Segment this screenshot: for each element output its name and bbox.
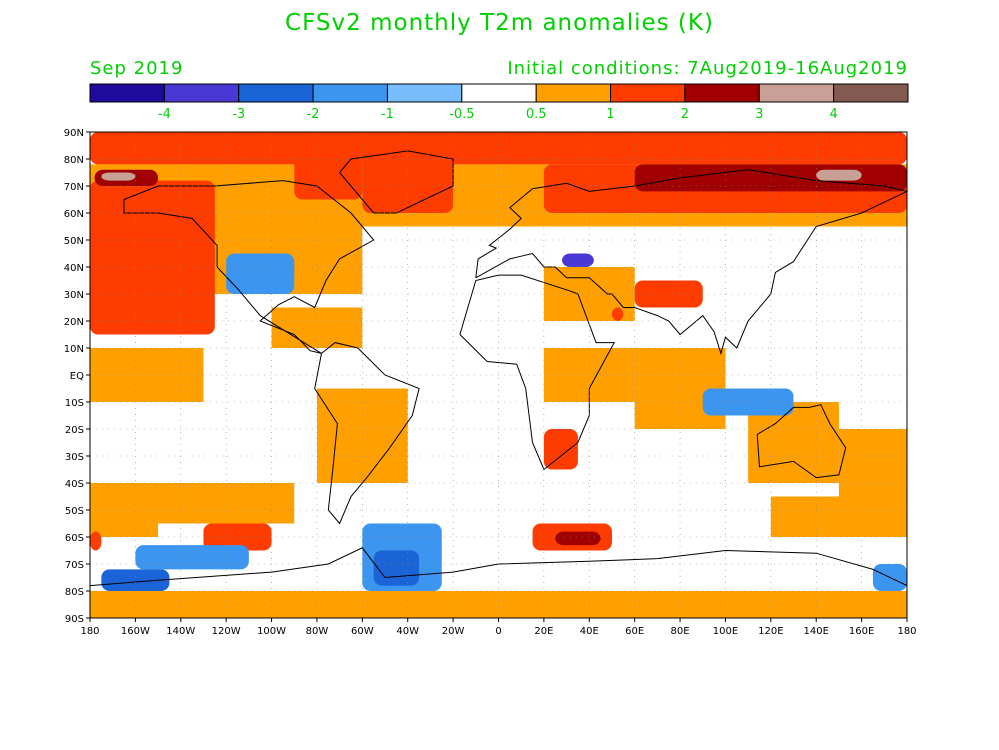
anomaly-region [562, 253, 594, 267]
lat-tick-label: 70S [65, 560, 84, 571]
anomaly-region [611, 307, 624, 321]
anomaly-region [816, 169, 862, 181]
lon-tick-label: 20W [442, 626, 465, 637]
colorbar-label: -4 [158, 107, 171, 122]
lon-tick-label: 0 [495, 626, 501, 637]
lat-tick-label: 20S [65, 425, 84, 436]
coastline [459, 274, 616, 471]
lat-tick-label: 80N [64, 155, 84, 166]
lat-tick-label: 40N [64, 263, 84, 274]
lat-tick-label: 10N [64, 344, 84, 355]
colorbar: -4 -3 -2 -1 -0.5 0.5 1 2 3 4 [89, 83, 909, 122]
lon-tick-label: 160E [849, 626, 874, 637]
colorbar-label: 4 [829, 107, 837, 122]
lat-tick-label: 50S [65, 506, 84, 517]
anomaly-patch [316, 388, 408, 483]
colorbar-label: -3 [232, 107, 245, 122]
anomaly-region [203, 523, 272, 551]
anomaly-patch [634, 348, 726, 429]
lon-tick-label: 80W [306, 626, 329, 637]
anomaly-region [373, 550, 420, 586]
colorbar-label: 2 [681, 107, 689, 122]
coastline [123, 180, 375, 354]
lat-tick-label: 10S [65, 398, 84, 409]
anomaly-region [294, 153, 363, 200]
anomaly-patch [90, 591, 907, 618]
coastline [314, 342, 420, 525]
lat-tick-label: 50N [64, 236, 84, 247]
lon-tick-label: 120W [212, 626, 241, 637]
anomaly-region [101, 213, 181, 294]
chart-title: CFSv2 monthly T2m anomalies (K) [285, 10, 714, 36]
coastline [338, 150, 454, 214]
lon-tick-label: 140E [804, 626, 829, 637]
lat-tick-label: 60N [64, 209, 84, 220]
colorbar-swatch [833, 83, 909, 103]
anomaly-region [555, 531, 601, 546]
anomaly-region [90, 132, 907, 165]
lat-tick-label: EQ [70, 371, 84, 382]
lat-tick-label: 80S [65, 587, 84, 598]
lat-tick-label: 60S [65, 533, 84, 544]
gridlines [90, 132, 907, 618]
lon-tick-label: 100E [713, 626, 738, 637]
coastline [475, 169, 909, 356]
lon-tick-label: 120E [758, 626, 783, 637]
lat-tick-label: 90N [64, 128, 84, 139]
colorbar-label: 0.5 [526, 107, 547, 122]
lat-tick-label: 90S [65, 614, 84, 625]
lon-tick-label: 20E [534, 626, 553, 637]
colorbar-label: 3 [755, 107, 763, 122]
lon-tick-label: 160W [121, 626, 150, 637]
lon-tick-label: 40W [396, 626, 419, 637]
lat-tick-label: 40S [65, 479, 84, 490]
coastline [89, 547, 908, 587]
anomaly-patch [90, 496, 159, 537]
colorbar-label: -2 [307, 107, 320, 122]
coastlines [89, 150, 909, 587]
lon-tick-label: 40E [580, 626, 599, 637]
anomaly-region [90, 531, 102, 551]
lon-tick-label: 80E [671, 626, 690, 637]
lat-tick-label: 20N [64, 317, 84, 328]
anomaly-patch [838, 429, 907, 497]
lat-tick-label: 30S [65, 452, 84, 463]
lon-tick-label: 180 [80, 626, 99, 637]
anomaly-region [135, 545, 249, 570]
lon-tick-label: 140W [166, 626, 195, 637]
coastline [756, 404, 847, 479]
lon-tick-label: 60W [351, 626, 374, 637]
anomaly-region [634, 280, 703, 308]
lat-tick-label: 70N [64, 182, 84, 193]
anomaly-patch [271, 307, 363, 348]
anomaly-region [101, 569, 170, 591]
anomaly-region [226, 253, 295, 294]
anomaly-region [101, 172, 136, 181]
lon-tick-label: 180 [897, 626, 916, 637]
anomaly-patch [770, 496, 907, 537]
anomaly-region [543, 429, 578, 470]
valid-month-label: Sep 2019 [90, 58, 184, 79]
initial-conditions-label: Initial conditions: 7Aug2019-16Aug2019 [507, 58, 908, 79]
lon-tick-label: 100W [257, 626, 286, 637]
anomaly-region [702, 388, 794, 416]
lon-tick-label: 60E [625, 626, 644, 637]
colorbar-label: -0.5 [449, 107, 474, 122]
colorbar-label: -1 [381, 107, 394, 122]
colorbar-label: 1 [606, 107, 614, 122]
lat-tick-label: 30N [64, 290, 84, 301]
